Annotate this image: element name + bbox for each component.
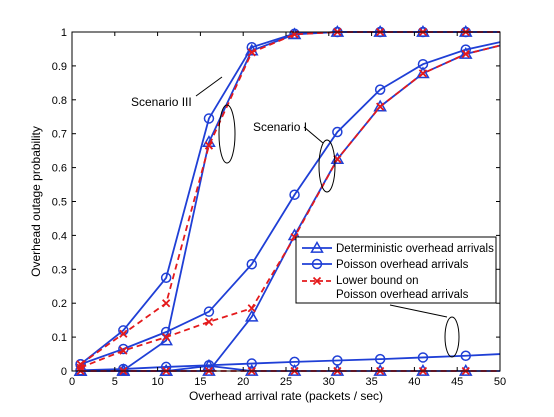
data-point-circle (118, 363, 129, 375)
data-point-circle (374, 84, 386, 95)
data-point-cross (76, 363, 85, 372)
legend: Deterministic overhead arrivals Poisson o… (295, 236, 497, 304)
data-point-cross (204, 317, 214, 326)
data-point-cross (247, 48, 256, 57)
annotation-ellipse (444, 316, 460, 358)
y-tick-label: 0.4 (52, 230, 67, 242)
data-point-cross (119, 346, 128, 355)
axes-layer: 0 5 10 15 20 25 30 35 40 45 50 0 0.1 0.2 0.3 0.4 0.5 0.6 0… (29, 27, 506, 403)
x-axis-label: Overhead arrival rate (packets / sec) (189, 389, 383, 403)
y-tick-label: 0.6 (52, 163, 67, 175)
data-point-circle (203, 113, 215, 124)
legend-entry-deterministic: Deterministic overhead arrivals (302, 240, 494, 255)
data-point-circle (246, 258, 258, 270)
data-point-circle (332, 126, 343, 138)
data-point-circle (460, 350, 472, 361)
x-tick-label: 40 (408, 376, 420, 388)
data-point-cross (247, 304, 256, 313)
series-line (80, 41, 501, 366)
x-tick-label: 35 (365, 376, 377, 388)
annotation-ellipse (318, 139, 336, 193)
series-scenario-ii-poisson (75, 350, 501, 376)
data-point-circle (374, 353, 386, 365)
legend-swatch-triangle (310, 240, 324, 253)
data-point-circle (332, 355, 343, 366)
legend-label: Poisson overhead arrivals (336, 289, 469, 301)
legend-label: Poisson overhead arrivals (336, 259, 469, 271)
y-tick-label: 0.8 (52, 95, 67, 107)
y-tick-label: 0.9 (52, 61, 67, 73)
series-scenario-i-lowerbound (76, 44, 501, 372)
data-point-circle (417, 58, 429, 70)
x-tick-label: 30 (323, 376, 335, 388)
annotation-ellipse (218, 104, 236, 164)
x-tick-label: 45 (451, 376, 463, 388)
annotation-pointer (389, 304, 448, 318)
x-tick-label: 5 (112, 376, 118, 388)
data-point-cross (162, 332, 171, 342)
x-tick-label: 20 (237, 376, 249, 388)
data-point-triangle (416, 66, 430, 79)
annotation-label: Scenario III (131, 95, 192, 109)
data-point-cross (162, 299, 171, 308)
annotation-pointer (195, 76, 223, 97)
y-tick-label: 0.1 (52, 332, 67, 344)
data-point-cross (461, 49, 470, 59)
y-axis-label: Overhead outage probability (29, 126, 43, 277)
data-point-circle (160, 272, 172, 284)
annotation-label: Scenario I (253, 120, 307, 134)
annotation-scenario: Scenario III (131, 76, 236, 164)
y-tick-label: 0.2 (52, 298, 67, 310)
y-tick-label: 0.3 (52, 264, 67, 276)
data-point-circle (417, 352, 429, 363)
series-line (80, 353, 501, 372)
legend-entry-lowerbound: Lower bound on Poisson overhead arrivals (302, 275, 469, 301)
data-point-circle (203, 306, 215, 317)
data-point-circle (289, 356, 300, 368)
legend-label: Lower bound on (336, 275, 418, 287)
data-point-cross (204, 141, 214, 150)
data-point-circle (289, 189, 300, 200)
annotation-pointer (303, 126, 324, 144)
x-tick-label: 0 (69, 376, 75, 388)
legend-entry-poisson: Poisson overhead arrivals (302, 258, 469, 271)
data-point-triangle (373, 99, 387, 112)
data-point-circle (246, 358, 258, 369)
y-tick-label: 1 (61, 27, 67, 39)
legend-swatch-circle (311, 258, 323, 270)
data-point-cross (119, 329, 128, 338)
x-tick-label: 25 (280, 376, 292, 388)
annotation-scenario: Scenario I (253, 120, 336, 193)
y-tick-label: 0 (61, 366, 67, 378)
y-tick-label: 0.7 (52, 129, 67, 141)
x-tick-label: 50 (494, 376, 506, 388)
y-tick-label: 0.5 (52, 197, 67, 209)
legend-swatch-cross (312, 276, 322, 286)
data-point-cross (418, 69, 428, 78)
data-point-triangle (244, 309, 259, 322)
x-tick-label: 10 (151, 376, 163, 388)
x-tick-label: 15 (194, 376, 206, 388)
data-point-cross (376, 102, 385, 111)
legend-label: Deterministic overhead arrivals (336, 243, 494, 255)
